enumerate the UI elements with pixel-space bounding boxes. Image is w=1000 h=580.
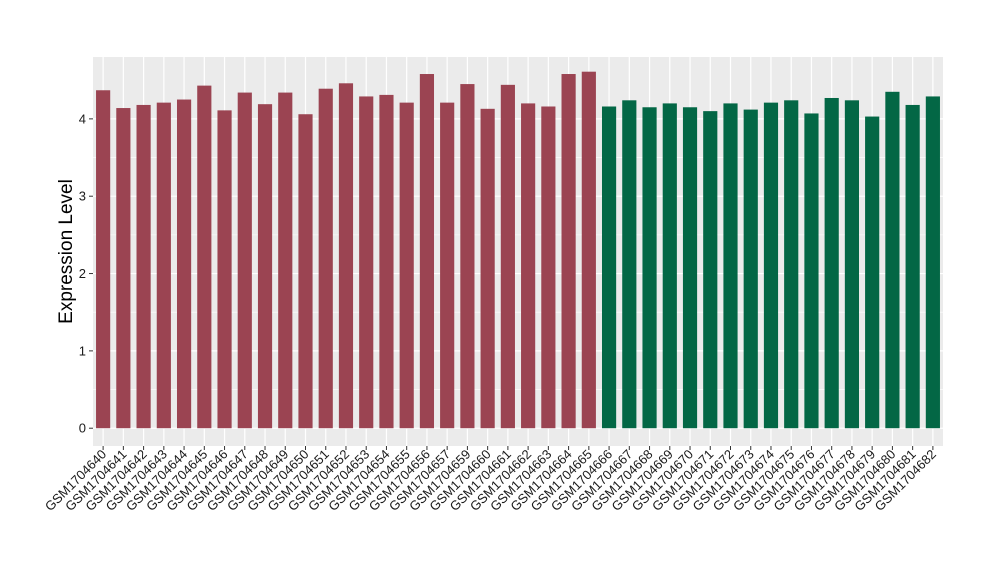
bar-GSM1704682 bbox=[925, 96, 940, 429]
bar-GSM1704679 bbox=[865, 116, 880, 429]
bar-GSM1704673 bbox=[743, 109, 758, 429]
bar-GSM1704655 bbox=[399, 102, 414, 429]
y-tick-label: 1 bbox=[79, 343, 86, 358]
bar-GSM1704678 bbox=[844, 100, 860, 429]
bar-GSM1704657 bbox=[440, 102, 455, 429]
bar-GSM1704661 bbox=[500, 84, 515, 429]
bar-GSM1704652 bbox=[338, 83, 354, 429]
y-axis: 0 1 2 3 4 bbox=[79, 111, 93, 436]
bar-GSM1704653 bbox=[359, 96, 374, 429]
bar-GSM1704643 bbox=[156, 102, 171, 429]
bar-GSM1704649 bbox=[278, 92, 293, 429]
bar-GSM1704660 bbox=[480, 108, 495, 429]
bar-GSM1704646 bbox=[217, 110, 232, 429]
y-axis-title: Expression Level bbox=[56, 179, 77, 324]
bar-GSM1704677 bbox=[824, 97, 839, 429]
bar-GSM1704669 bbox=[662, 103, 677, 429]
bar-GSM1704645 bbox=[197, 85, 212, 429]
bar-GSM1704670 bbox=[682, 107, 698, 429]
bar-GSM1704644 bbox=[176, 99, 192, 429]
bar-GSM1704665 bbox=[581, 71, 596, 429]
bar-GSM1704680 bbox=[885, 91, 900, 429]
bar-GSM1704674 bbox=[763, 102, 779, 429]
bar-GSM1704642 bbox=[136, 104, 151, 429]
bars bbox=[96, 71, 940, 429]
bar-GSM1704675 bbox=[784, 100, 799, 429]
bar-GSM1704648 bbox=[257, 104, 273, 429]
bar-GSM1704662 bbox=[521, 103, 536, 429]
bar-GSM1704667 bbox=[622, 100, 637, 429]
bar-GSM1704641 bbox=[116, 108, 131, 429]
plot-panel bbox=[93, 57, 943, 446]
y-tick-label: 3 bbox=[79, 189, 86, 204]
y-tick-label: 2 bbox=[79, 266, 86, 281]
y-tick-label: 4 bbox=[79, 111, 86, 126]
bar-GSM1704640 bbox=[96, 90, 111, 429]
bar-GSM1704663 bbox=[541, 106, 556, 429]
bar-GSM1704651 bbox=[318, 88, 333, 429]
bar-GSM1704654 bbox=[379, 94, 394, 429]
bar-GSM1704650 bbox=[298, 114, 313, 429]
bar-GSM1704647 bbox=[237, 92, 252, 429]
bar-GSM1704668 bbox=[642, 107, 657, 429]
x-axis: GSM1704640GSM1704641GSM1704642GSM1704643… bbox=[42, 446, 939, 514]
y-tick-label: 0 bbox=[79, 421, 86, 436]
bar-GSM1704672 bbox=[723, 103, 738, 429]
bar-GSM1704664 bbox=[561, 74, 576, 429]
bar-GSM1704656 bbox=[419, 74, 435, 429]
bar-GSM1704659 bbox=[460, 84, 475, 429]
bar-GSM1704671 bbox=[703, 111, 718, 429]
bar-GSM1704676 bbox=[804, 113, 819, 429]
bar-GSM1704681 bbox=[905, 104, 920, 429]
bar-GSM1704666 bbox=[601, 106, 617, 429]
